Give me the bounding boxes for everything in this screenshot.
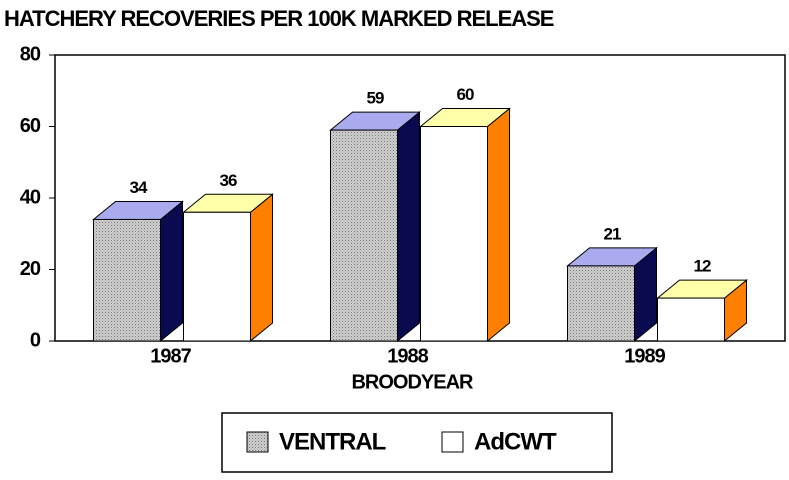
legend xyxy=(221,412,613,473)
data-label: 60 xyxy=(457,85,474,104)
x-tick-label: 1987 xyxy=(150,345,191,367)
bar xyxy=(330,129,398,342)
data-label: 36 xyxy=(220,171,237,190)
y-tick-label: 0 xyxy=(30,329,41,351)
chart-title: HATCHERY RECOVERIES PER 100K MARKED RELE… xyxy=(4,6,554,31)
data-label: 34 xyxy=(130,178,148,197)
legend-label: VENTRAL xyxy=(279,428,386,455)
y-tick-label: 20 xyxy=(20,258,41,280)
y-tick-label: 80 xyxy=(20,43,41,65)
bar-side xyxy=(160,200,183,343)
bar-side xyxy=(487,107,510,343)
legend-label: AdCWT xyxy=(474,428,557,455)
y-tick-label: 60 xyxy=(20,115,41,137)
bar-side xyxy=(397,111,420,343)
x-tick-label: 1988 xyxy=(387,345,428,367)
legend-swatch xyxy=(441,431,464,453)
bar-side xyxy=(250,193,273,343)
bar xyxy=(420,126,488,342)
data-label: 21 xyxy=(604,224,621,243)
x-axis-label: BROODYEAR xyxy=(351,371,474,393)
bar xyxy=(93,218,161,342)
bar xyxy=(567,265,635,342)
data-label: 59 xyxy=(367,89,384,108)
x-tick-label: 1989 xyxy=(624,345,665,367)
legend-swatch xyxy=(246,431,269,453)
y-tick-label: 40 xyxy=(20,186,41,208)
data-label: 12 xyxy=(694,257,711,276)
bar xyxy=(657,297,725,342)
bar xyxy=(183,211,251,342)
